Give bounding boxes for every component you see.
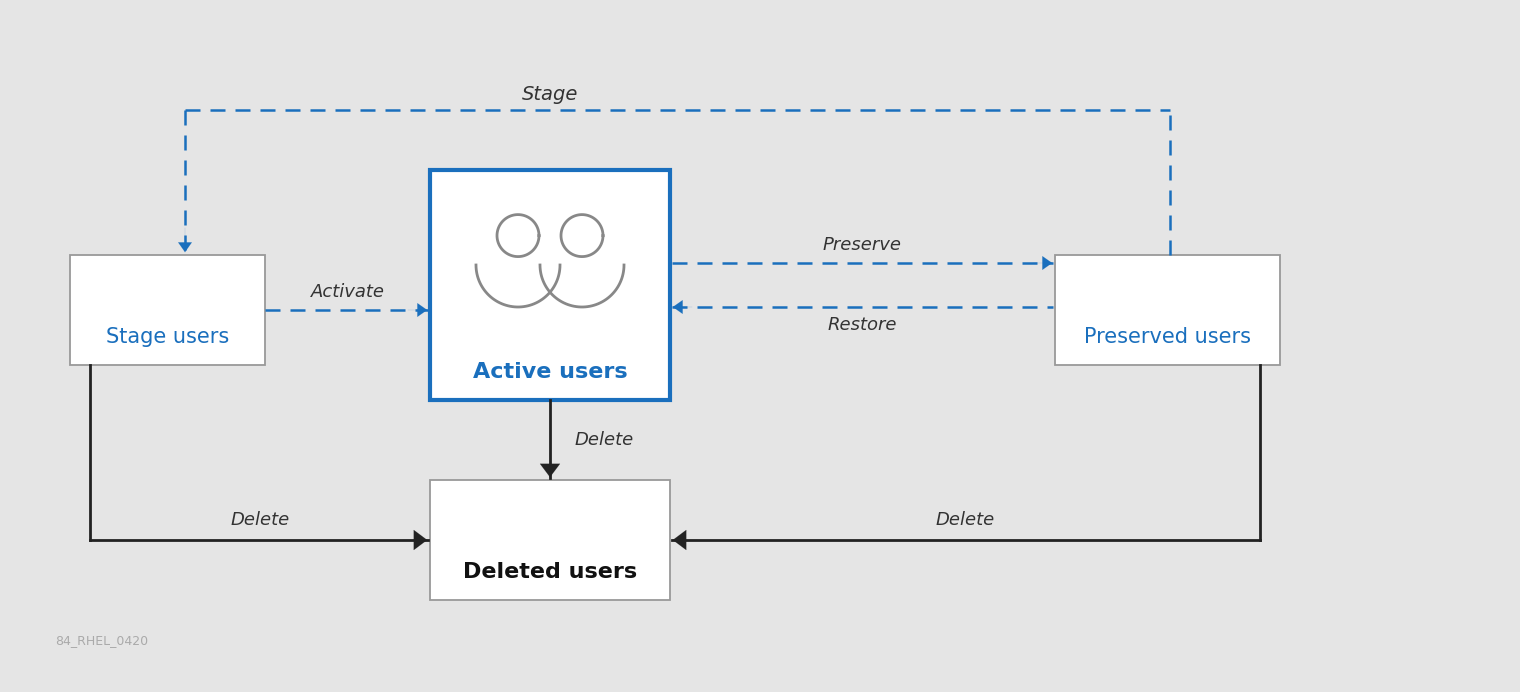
FancyBboxPatch shape <box>430 170 670 400</box>
Text: 84_RHEL_0420: 84_RHEL_0420 <box>55 634 147 647</box>
FancyBboxPatch shape <box>430 480 670 600</box>
Text: Preserved users: Preserved users <box>1084 327 1251 347</box>
Text: Preserve: Preserve <box>822 236 901 254</box>
Text: Active users: Active users <box>473 362 628 382</box>
Text: Stage: Stage <box>521 86 578 104</box>
FancyBboxPatch shape <box>1055 255 1280 365</box>
FancyBboxPatch shape <box>70 255 264 365</box>
Text: Restore: Restore <box>828 316 897 334</box>
Text: Activate: Activate <box>310 283 385 301</box>
Text: Delete: Delete <box>935 511 994 529</box>
Text: Delete: Delete <box>231 511 290 529</box>
Text: Stage users: Stage users <box>106 327 230 347</box>
Text: Deleted users: Deleted users <box>464 562 637 582</box>
Text: Delete: Delete <box>575 431 634 449</box>
